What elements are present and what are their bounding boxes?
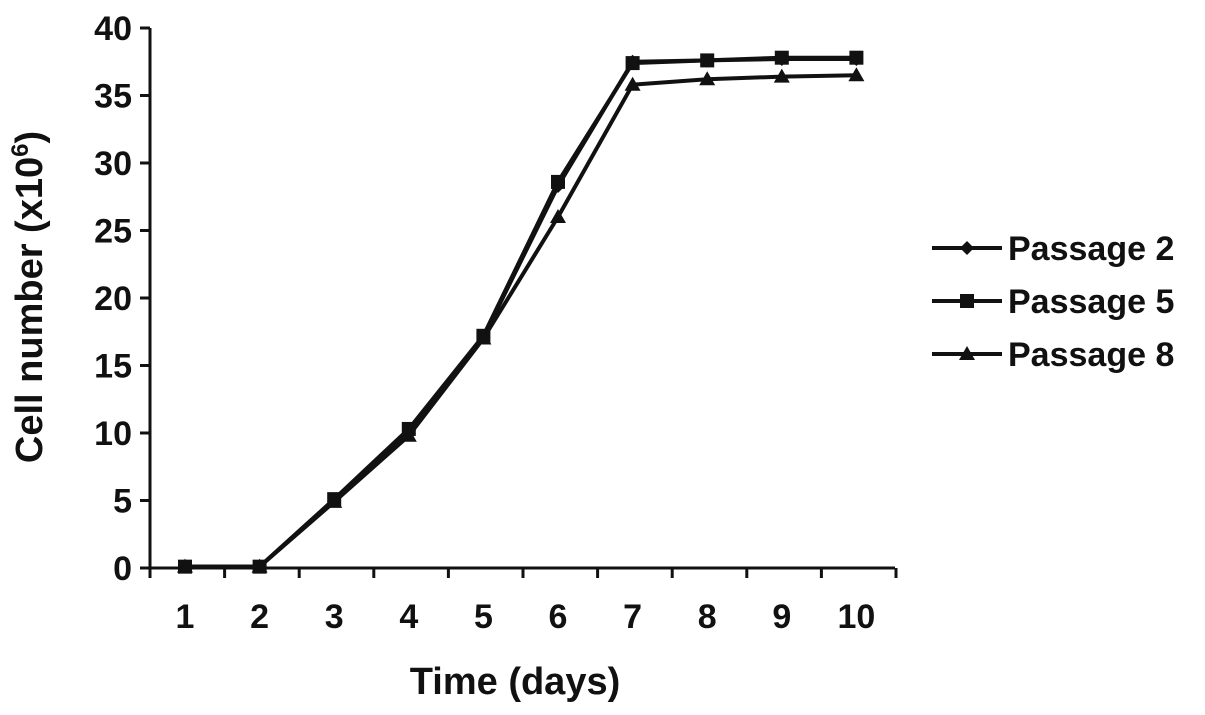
tick-labels: 0 5 10 15 20 25 30 35 40 1 2 3 4 5 6 7 8 9 10: [94, 10, 875, 636]
series-line-passage-2: [185, 57, 857, 569]
x-tick-label-8: 8: [698, 598, 717, 636]
y-tick-label-0: 0: [113, 550, 132, 588]
data-point-passage-5-10: [849, 50, 864, 65]
series-passage-2: [178, 52, 864, 574]
x-tick-label-5: 5: [474, 598, 493, 636]
data-point-passage-8-2: [251, 558, 268, 573]
data-point-passage-5-9: [774, 50, 789, 65]
data-point-passage-8-4: [400, 427, 417, 442]
x-tick-label-7: 7: [623, 598, 642, 636]
legend-label-passage-8: Passage 8: [1008, 336, 1174, 374]
y-tick-label-35: 35: [94, 78, 132, 116]
legend-marker-passage-8: [959, 346, 975, 360]
data-point-passage-8-9: [773, 68, 790, 83]
data-point-passage-5-7: [625, 56, 640, 71]
data-point-passage-8-8: [699, 71, 716, 86]
series-layer: [177, 50, 865, 574]
data-point-passage-8-7: [624, 76, 641, 91]
y-tick-label-40: 40: [94, 10, 132, 48]
x-tick-label-4: 4: [399, 598, 418, 636]
series-passage-5: [178, 50, 864, 574]
x-tick-label-10: 10: [837, 598, 875, 636]
legend-label-passage-5: Passage 5: [1008, 283, 1174, 321]
legend-label-passage-2: Passage 2: [1008, 230, 1174, 268]
x-axis-title: Time (days): [410, 661, 620, 703]
data-point-passage-8-6: [550, 209, 566, 223]
legend-marker-passage-5: [960, 294, 974, 308]
legend-marker-passage-2: [960, 241, 974, 255]
legend-item-passage-2: Passage 2: [932, 230, 1174, 268]
data-point-passage-5-6: [551, 174, 565, 189]
series-passage-8: [177, 67, 865, 573]
x-tick-label-2: 2: [250, 598, 269, 636]
data-point-passage-8-10: [848, 67, 865, 82]
y-tick-label-5: 5: [113, 483, 132, 521]
x-tick-label-6: 6: [549, 598, 568, 636]
series-line-passage-5: [185, 55, 857, 569]
y-tick-label-30: 30: [94, 145, 132, 183]
legend-item-passage-5: Passage 5: [932, 283, 1174, 321]
y-tick-label-20: 20: [94, 280, 132, 318]
y-axis-title-close: ): [9, 131, 51, 144]
legend: Passage 2 Passage 5 Passage 8: [932, 230, 1174, 374]
y-axis-title: Cell number (x106): [7, 131, 51, 463]
data-point-passage-8-3: [326, 493, 343, 508]
tick-marks: [140, 26, 898, 578]
series-line-passage-8: [185, 73, 857, 569]
data-point-passage-8-5: [475, 330, 492, 345]
y-axis-title-main: Cell number (x10: [9, 157, 51, 463]
x-tick-label-3: 3: [325, 598, 344, 636]
data-point-passage-5-8: [700, 53, 715, 68]
y-tick-label-15: 15: [94, 348, 132, 386]
data-point-passage-8-1: [177, 558, 193, 573]
x-tick-label-1: 1: [176, 598, 195, 636]
y-tick-label-25: 25: [94, 213, 132, 251]
legend-item-passage-8: Passage 8: [932, 336, 1174, 374]
axes: [148, 28, 895, 570]
x-tick-label-9: 9: [772, 598, 791, 636]
y-axis-title-superscript: 6: [7, 144, 34, 157]
y-tick-label-10: 10: [94, 415, 132, 453]
